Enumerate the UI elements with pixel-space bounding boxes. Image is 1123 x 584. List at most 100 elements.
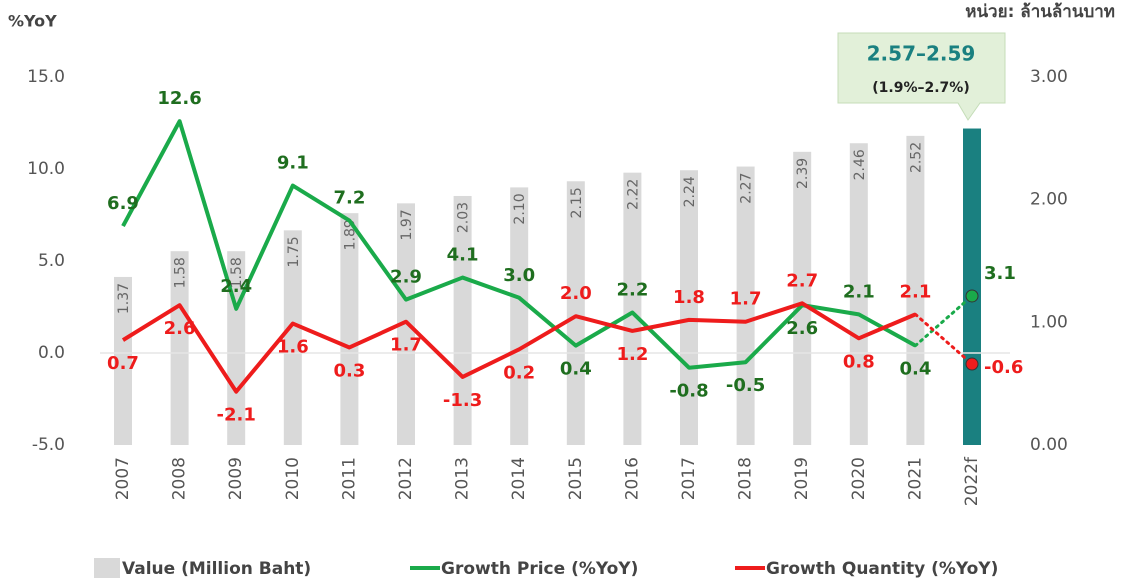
line-value-label: 0.4 bbox=[560, 359, 592, 380]
bar bbox=[453, 195, 472, 445]
line-value-label: 0.3 bbox=[333, 360, 365, 381]
bar bbox=[793, 151, 812, 445]
line-value-label: 1.2 bbox=[616, 344, 648, 365]
bar-value-label: 2.46 bbox=[852, 149, 868, 180]
bar bbox=[963, 128, 981, 445]
bar bbox=[623, 172, 642, 445]
x-tick-label: 2017 bbox=[679, 457, 699, 500]
x-tick-label: 2018 bbox=[736, 457, 756, 500]
line-value-label: 2.2 bbox=[616, 280, 648, 301]
line-value-label: 2.6 bbox=[164, 318, 196, 339]
line-value-label: -0.5 bbox=[726, 375, 765, 396]
annotation-subtitle: (1.9%–2.7%) bbox=[872, 80, 969, 96]
forecast-segment bbox=[913, 294, 974, 348]
line-value-label: 3.0 bbox=[503, 265, 535, 286]
forecast-point bbox=[965, 289, 979, 303]
line-value-label: -2.1 bbox=[217, 405, 256, 426]
bar-value-label: 2.22 bbox=[625, 179, 641, 210]
bar-value-label: 2.27 bbox=[739, 173, 755, 204]
bar bbox=[566, 181, 585, 445]
y-tick-label: 5.0 bbox=[38, 251, 65, 271]
forecast-point bbox=[965, 357, 979, 371]
bar bbox=[170, 251, 189, 445]
line-value-label: 2.4 bbox=[220, 276, 252, 297]
line-value-label: 2.6 bbox=[786, 318, 818, 339]
bar-value-label: 2.24 bbox=[682, 176, 698, 207]
bar-value-label: 1.97 bbox=[399, 209, 415, 240]
line-value-label: 0.8 bbox=[843, 351, 875, 372]
bar-value-label: 1.58 bbox=[173, 257, 189, 288]
bar-value-label: 1.37 bbox=[116, 283, 132, 314]
line-value-label: 2.1 bbox=[843, 281, 875, 302]
x-tick-label: 2013 bbox=[453, 457, 473, 500]
line-value-label: 1.7 bbox=[390, 335, 422, 356]
bar-value-label: 2.52 bbox=[908, 142, 924, 173]
x-tick-label: 2022f bbox=[962, 456, 982, 506]
line-value-label: 2.7 bbox=[786, 270, 818, 291]
unit-label: หน่วย: ล้านล้านบาท bbox=[965, 2, 1115, 22]
line-value-label: -0.8 bbox=[669, 381, 708, 402]
y-tick-label: 0.0 bbox=[38, 343, 65, 363]
line-value-label: 1.6 bbox=[277, 337, 309, 358]
legend-label: Value (Million Baht) bbox=[122, 559, 311, 579]
line-value-label: 1.8 bbox=[673, 287, 705, 308]
line-value-label: 0.7 bbox=[107, 353, 139, 374]
line-value-label: 2.9 bbox=[390, 267, 422, 288]
y2-tick-label: 1.00 bbox=[1030, 312, 1068, 332]
x-tick-label: 2016 bbox=[622, 457, 642, 500]
bar bbox=[510, 187, 529, 445]
bar bbox=[114, 276, 132, 445]
x-tick-label: 2019 bbox=[792, 457, 812, 500]
x-tick-label: 2020 bbox=[849, 457, 869, 500]
bar-value-label: 2.39 bbox=[795, 158, 811, 189]
bar bbox=[906, 135, 925, 445]
line bbox=[121, 119, 917, 370]
legend-label: Growth Price (%YoY) bbox=[441, 559, 638, 579]
line bbox=[121, 301, 917, 394]
bar bbox=[736, 166, 755, 445]
y-tick-label: 15.0 bbox=[27, 67, 65, 87]
x-tick-label: 2007 bbox=[113, 457, 133, 500]
line-value-label: 12.6 bbox=[157, 88, 201, 109]
bar-value-label: 1.75 bbox=[286, 236, 302, 267]
line-value-label: 0.2 bbox=[503, 362, 535, 383]
y2-tick-label: 3.00 bbox=[1030, 67, 1068, 87]
y-axis-label: %YoY bbox=[8, 12, 57, 31]
y2-tick-label: 0.00 bbox=[1030, 435, 1068, 455]
line-value-label: 2.0 bbox=[560, 283, 592, 304]
line-value-label: 7.2 bbox=[333, 188, 365, 209]
bar bbox=[849, 143, 868, 446]
bar bbox=[283, 230, 302, 445]
bar-value-label: 2.15 bbox=[569, 187, 585, 218]
line-value-label: 0.4 bbox=[899, 359, 931, 380]
line-value-label: -0.6 bbox=[984, 357, 1023, 378]
line-value-label: -1.3 bbox=[443, 390, 482, 411]
line-value-label: 3.1 bbox=[984, 263, 1016, 284]
x-tick-label: 2021 bbox=[905, 457, 925, 500]
bar bbox=[340, 213, 359, 445]
x-tick-label: 2015 bbox=[566, 457, 586, 500]
line-value-label: 1.7 bbox=[730, 289, 762, 310]
line-value-label: 9.1 bbox=[277, 153, 309, 174]
line-value-label: 2.1 bbox=[899, 281, 931, 302]
legend-swatch bbox=[94, 558, 120, 578]
x-tick-label: 2010 bbox=[283, 457, 303, 500]
annotation: 2.57–2.59 (1.9%–2.7%) bbox=[837, 32, 1006, 121]
line-value-label: 6.9 bbox=[107, 193, 139, 214]
x-tick-label: 2014 bbox=[509, 457, 529, 500]
bar-value-label: 2.03 bbox=[456, 202, 472, 233]
x-tick-label: 2012 bbox=[396, 457, 416, 500]
x-tick-label: 2008 bbox=[170, 457, 190, 500]
legend-label: Growth Quantity (%YoY) bbox=[766, 559, 998, 579]
y-tick-label: -5.0 bbox=[32, 435, 65, 455]
x-tick-label: 2011 bbox=[339, 457, 359, 500]
forecast-segment bbox=[913, 312, 974, 366]
bar-value-label: 1.58 bbox=[229, 257, 245, 288]
line-value-label: 4.1 bbox=[447, 245, 479, 266]
y2-tick-label: 2.00 bbox=[1030, 190, 1068, 210]
y-tick-label: 10.0 bbox=[27, 159, 65, 179]
annotation-title: 2.57–2.59 bbox=[867, 42, 976, 66]
bar-value-label: 2.10 bbox=[512, 193, 528, 224]
bar bbox=[680, 170, 698, 445]
